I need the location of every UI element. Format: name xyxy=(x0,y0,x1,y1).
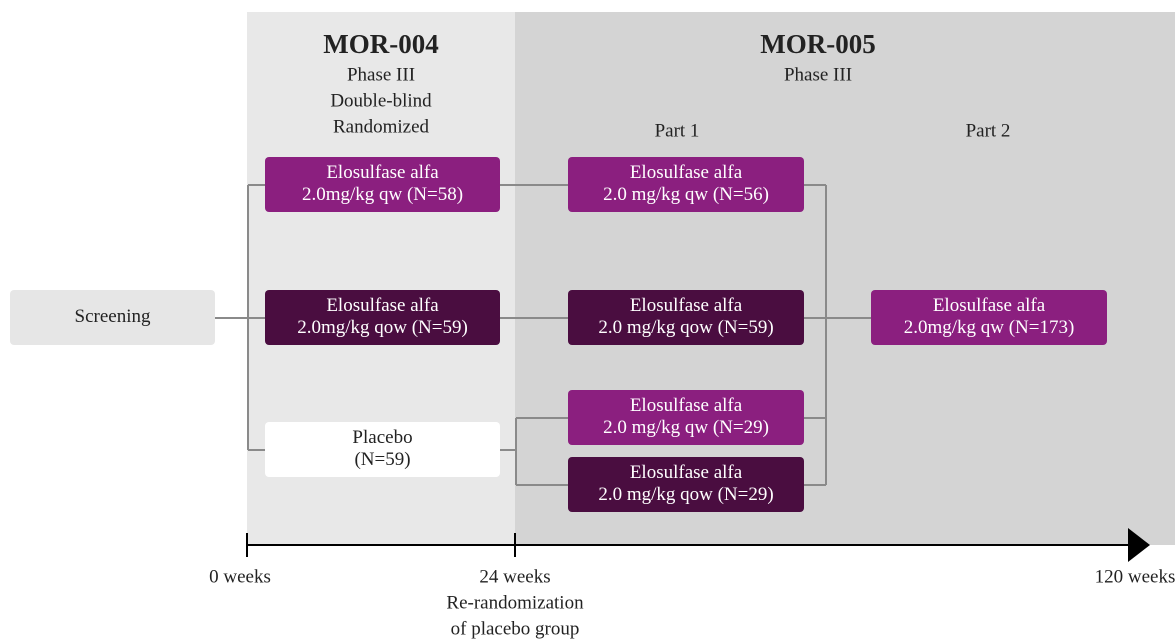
study-detail: Phase III xyxy=(347,64,415,85)
node-label: 2.0mg/kg qow (N=59) xyxy=(297,317,468,338)
node-box xyxy=(568,390,804,445)
node-label: (N=59) xyxy=(354,449,410,470)
node-label: 2.0 mg/kg qow (N=59) xyxy=(598,317,773,338)
node-label: Elosulfase alfa xyxy=(630,462,743,483)
connector xyxy=(500,184,568,486)
study-title: MOR-005 xyxy=(760,29,875,59)
timeline-label: of placebo group xyxy=(451,618,580,639)
connector xyxy=(215,184,265,451)
node-box xyxy=(265,422,500,477)
node-label: Screening xyxy=(75,306,151,327)
timeline-label: 24 weeks xyxy=(479,566,550,587)
timeline-label: 120 weeks xyxy=(1095,566,1175,587)
node-label: 2.0 mg/kg qw (N=29) xyxy=(603,417,769,438)
study-detail: Phase III xyxy=(784,64,852,85)
axis-arrow xyxy=(1128,528,1150,562)
node-box xyxy=(871,290,1107,345)
mor-005-panel xyxy=(515,12,1175,545)
study-title: MOR-004 xyxy=(323,29,438,59)
timeline-label: 0 weeks xyxy=(209,566,271,587)
node-label: 2.0mg/kg qw (N=173) xyxy=(904,317,1075,338)
node-label: 2.0 mg/kg qow (N=29) xyxy=(598,484,773,505)
part-label: Part 1 xyxy=(655,120,700,141)
node-label: Elosulfase alfa xyxy=(630,295,743,316)
timeline-label: Re-randomization xyxy=(446,592,584,613)
node-label: Elosulfase alfa xyxy=(326,162,439,183)
node-box xyxy=(265,157,500,212)
connector xyxy=(804,184,871,486)
study-detail: Double-blind xyxy=(330,90,432,111)
node-label: Elosulfase alfa xyxy=(326,295,439,316)
node-label: Placebo xyxy=(352,427,412,448)
node-box xyxy=(265,290,500,345)
study-detail: Randomized xyxy=(333,116,430,137)
node-label: Elosulfase alfa xyxy=(933,295,1046,316)
node-box xyxy=(568,157,804,212)
connectors xyxy=(215,184,871,486)
node-label: Elosulfase alfa xyxy=(630,395,743,416)
node-label: 2.0mg/kg qw (N=58) xyxy=(302,184,463,205)
node-label: Elosulfase alfa xyxy=(630,162,743,183)
part-label: Part 2 xyxy=(966,120,1011,141)
timeline-axis xyxy=(246,528,1150,562)
node-label: 2.0 mg/kg qw (N=56) xyxy=(603,184,769,205)
node-box xyxy=(10,290,215,345)
node-box xyxy=(568,457,804,512)
node-box xyxy=(568,290,804,345)
